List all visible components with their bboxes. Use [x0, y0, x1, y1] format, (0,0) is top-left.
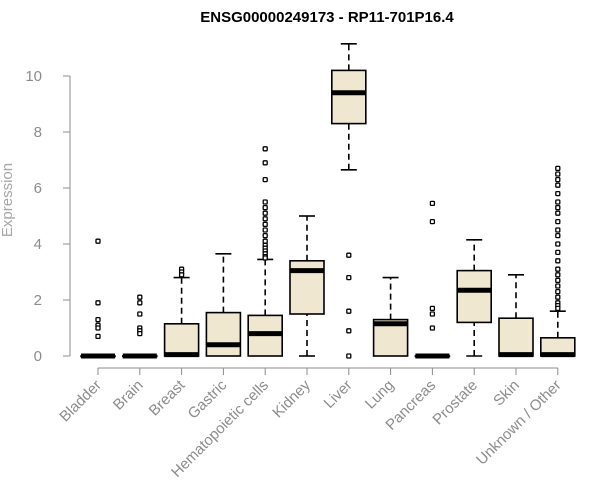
outlier-point — [555, 305, 561, 312]
outlier-point — [429, 218, 436, 225]
y-tick-label: 0 — [34, 348, 42, 365]
outlier-point — [346, 252, 352, 258]
axis-layer: 0 2 4 6 8 10 — [25, 68, 559, 375]
outlier-point — [555, 249, 561, 256]
outlier-point — [555, 176, 561, 183]
x-tick-label: Prostate — [429, 377, 481, 429]
y-axis-label: Expression — [0, 163, 16, 237]
outlier-point — [95, 316, 101, 323]
x-tick-label: Breast — [146, 376, 189, 419]
y-tick-label: 8 — [34, 124, 42, 141]
x-tick-label: Bladder — [56, 377, 105, 426]
box-group — [163, 266, 200, 358]
x-tick-label: Kidney — [269, 376, 314, 421]
outlier-point — [262, 146, 268, 152]
outlier-point — [555, 171, 561, 177]
outlier-point — [137, 311, 143, 317]
outlier-point — [137, 300, 143, 306]
box-iqr — [456, 269, 493, 324]
outlier-point — [346, 308, 352, 314]
outlier-point — [262, 227, 268, 233]
outlier-point — [262, 232, 268, 239]
box-group — [247, 146, 283, 357]
outlier-point — [137, 294, 143, 300]
box-layer — [80, 42, 576, 359]
box-iqr — [163, 322, 200, 357]
outlier-point — [555, 277, 561, 284]
box-group — [539, 165, 576, 358]
outlier-point — [555, 272, 561, 278]
y-tick-label: 2 — [34, 292, 42, 309]
outlier-point — [555, 283, 561, 289]
outlier-point — [429, 325, 436, 331]
outlier-point — [262, 199, 268, 205]
outlier-point — [555, 190, 561, 197]
x-tick-label: Skin — [490, 377, 523, 410]
outlier-point — [555, 288, 561, 295]
outlier-point — [555, 294, 561, 300]
x-tick-label: Liver — [321, 377, 356, 412]
outlier-point — [555, 210, 561, 216]
box-group — [414, 200, 451, 359]
outlier-point — [95, 238, 101, 244]
outlier-point — [262, 216, 268, 222]
outlier-point — [262, 255, 268, 261]
outlier-point — [95, 325, 101, 331]
box-group — [330, 42, 367, 359]
y-tick-label: 4 — [34, 236, 42, 253]
y-tick-label: 6 — [34, 180, 42, 197]
outlier-point — [346, 328, 352, 334]
outlier-point — [137, 330, 143, 337]
outlier-point — [262, 204, 268, 211]
box-iqr — [498, 317, 534, 357]
x-tick-label: Lung — [362, 377, 398, 413]
box-group — [372, 276, 409, 357]
outlier-point — [95, 300, 101, 306]
outlier-point — [262, 238, 268, 244]
outlier-point — [346, 274, 352, 281]
outlier-point — [262, 221, 268, 228]
outlier-point — [429, 200, 436, 207]
outlier-point — [178, 272, 185, 278]
outlier-point — [555, 266, 561, 272]
outlier-point — [429, 305, 436, 312]
outlier-point — [262, 176, 268, 183]
outlier-point — [555, 182, 561, 188]
y-tick-label: 10 — [25, 68, 42, 85]
box-group — [498, 273, 534, 358]
outlier-point — [95, 333, 101, 340]
outlier-point — [555, 204, 561, 211]
box-group — [289, 215, 325, 357]
box-group — [456, 239, 493, 357]
outlier-point — [555, 165, 561, 172]
outlier-point — [555, 258, 561, 264]
outlier-point — [555, 232, 561, 239]
box-group — [205, 253, 242, 357]
outlier-point — [555, 218, 561, 225]
chart-title: ENSG00000249173 - RP11-701P16.4 — [200, 9, 454, 26]
box-iqr — [330, 69, 367, 125]
box-group — [122, 294, 158, 359]
outlier-point — [346, 353, 352, 359]
outlier-point — [262, 210, 268, 216]
x-tick-label: Brain — [110, 377, 147, 414]
outlier-point — [429, 311, 436, 317]
outlier-point — [555, 199, 561, 205]
outlier-point — [262, 160, 268, 166]
box-group — [80, 238, 116, 359]
outlier-point — [555, 227, 561, 233]
box-iqr — [205, 311, 242, 357]
outlier-point — [555, 241, 561, 247]
